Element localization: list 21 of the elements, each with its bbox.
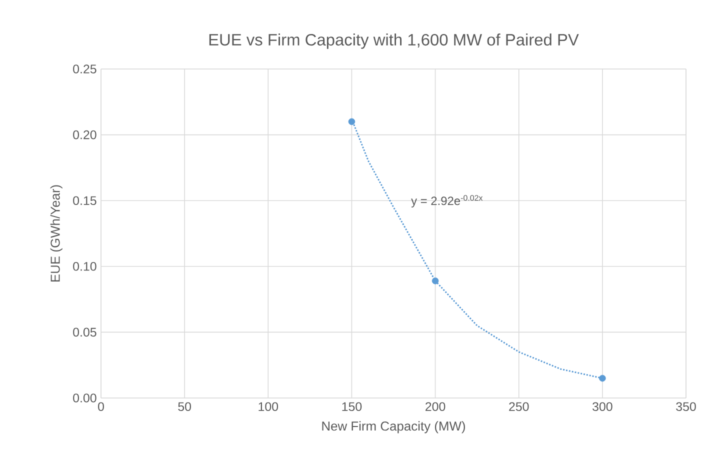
x-axis-title: New Firm Capacity (MW) [322, 421, 465, 434]
annotation: y = 2.92e$^{-0.02x}$ [411, 195, 483, 208]
x-tick-label: 200 [426, 402, 446, 412]
y-tick-label: 0.25 [73, 64, 96, 74]
x-tick-label: 0 [98, 402, 104, 412]
x-tick-label: 50 [178, 402, 192, 412]
x-tick-label: 250 [509, 402, 529, 412]
y-tick-label: 0.10 [73, 262, 96, 271]
x-tick-label: 350 [676, 402, 696, 412]
x-tick-label: 150 [342, 402, 362, 412]
x-tick-label: 300 [592, 402, 612, 412]
y-tick-label: 0.00 [73, 394, 96, 402]
y-tick-label: 0.20 [73, 130, 96, 140]
y-tick-label: 0.15 [73, 196, 96, 206]
chart-title: EUE vs Firm Capacity with 1,600 MW of Paired PV [209, 34, 579, 49]
x-tick-label: 100 [258, 402, 278, 412]
point [348, 118, 356, 126]
y-tick-label: 0.05 [73, 328, 96, 337]
y-axis-title: EUE (GWh/Year) [50, 185, 62, 282]
point [432, 277, 439, 284]
point [599, 374, 606, 382]
